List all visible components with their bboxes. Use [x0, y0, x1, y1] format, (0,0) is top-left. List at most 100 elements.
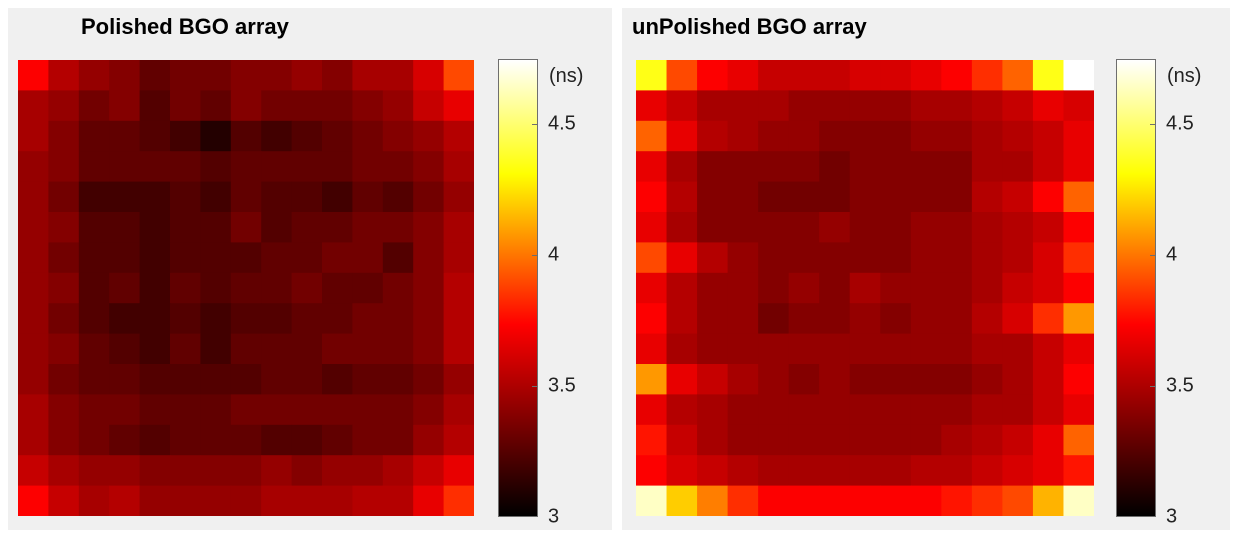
heatmap-cell: [139, 424, 171, 456]
heatmap-cell: [697, 120, 729, 152]
heatmap-cell: [666, 120, 698, 152]
heatmap-cell: [880, 303, 912, 335]
colorbar-tick-mark: [1150, 516, 1156, 517]
heatmap-cell: [849, 151, 881, 183]
heatmap-cell: [1063, 424, 1094, 456]
heatmap-cell: [139, 272, 171, 304]
heatmap-cell: [910, 485, 942, 516]
heatmap-cell: [971, 181, 1003, 213]
heatmap-cell: [727, 485, 759, 516]
heatmap-cell: [819, 120, 851, 152]
colorbar-tick-mark: [1150, 255, 1156, 257]
heatmap-cell: [109, 333, 141, 365]
heatmap-cell: [819, 272, 851, 304]
heatmap-cell: [200, 181, 232, 213]
heatmap-cell: [1002, 485, 1034, 516]
heatmap-cell: [849, 364, 881, 395]
polished-panel: Polished BGO array 3 3.5 4 4.5 (ns): [8, 8, 612, 530]
heatmap-cell: [1002, 90, 1034, 122]
heatmap-cell: [352, 90, 384, 122]
heatmap-cell: [443, 455, 474, 487]
heatmap-cell: [1063, 333, 1094, 365]
heatmap-cell: [697, 151, 729, 183]
heatmap-cell: [941, 364, 973, 395]
heatmap-cell: [78, 364, 110, 395]
heatmap-cell: [352, 485, 384, 516]
heatmap-cell: [697, 272, 729, 304]
heatmap-cell: [758, 333, 790, 365]
colorbar-tick-label: 3: [1166, 505, 1178, 528]
heatmap-cell: [48, 151, 80, 183]
heatmap-cell: [322, 151, 353, 183]
heatmap-cell: [291, 242, 323, 274]
heatmap-cell: [261, 120, 293, 152]
heatmap-cell: [261, 181, 293, 213]
heatmap-cell: [1002, 212, 1034, 243]
heatmap-cell: [727, 90, 759, 122]
heatmap-cell: [636, 303, 668, 335]
heatmap-cell: [413, 151, 445, 183]
heatmap-cell: [382, 424, 414, 456]
heatmap-cell: [697, 242, 729, 274]
heatmap-cell: [18, 212, 49, 243]
heatmap-cell: [758, 364, 790, 395]
heatmap-cell: [413, 303, 445, 335]
heatmap-cell: [727, 303, 759, 335]
heatmap-cell: [109, 364, 141, 395]
heatmap-cell: [666, 90, 698, 122]
heatmap-cell: [910, 272, 942, 304]
heatmap-cell: [170, 181, 201, 213]
heatmap-cell: [261, 394, 293, 426]
heatmap-cell: [261, 333, 293, 365]
heatmap-cell: [170, 151, 201, 183]
heatmap-cell: [109, 242, 141, 274]
heatmap-cell: [170, 212, 201, 243]
heatmap-cell: [758, 181, 790, 213]
heatmap-cell: [636, 60, 668, 91]
heatmap-cell: [48, 485, 80, 516]
heatmap-cell: [200, 333, 232, 365]
heatmap-cell: [1032, 364, 1065, 395]
heatmap-cell: [443, 424, 474, 456]
heatmap-cell: [291, 90, 323, 122]
heatmap-cell: [971, 303, 1003, 335]
heatmap-cell: [109, 394, 141, 426]
heatmap-cell: [352, 212, 384, 243]
heatmap-cell: [666, 364, 698, 395]
heatmap-cell: [413, 60, 445, 91]
heatmap-cell: [849, 212, 881, 243]
heatmap-cell: [727, 364, 759, 395]
heatmap-cell: [697, 394, 729, 426]
heatmap-cell: [230, 151, 262, 183]
heatmap-cell: [200, 120, 232, 152]
heatmap-cell: [261, 90, 293, 122]
heatmap-cell: [697, 455, 729, 487]
heatmap-cell: [788, 424, 820, 456]
heatmap-cell: [788, 364, 820, 395]
heatmap-cell: [971, 394, 1003, 426]
heatmap-cell: [758, 212, 790, 243]
heatmap-cell: [413, 485, 445, 516]
heatmap-cell: [170, 303, 201, 335]
colorbar-tick-mark: [1150, 386, 1156, 388]
heatmap-cell: [727, 60, 759, 91]
chart-title: unPolished BGO array: [632, 14, 867, 39]
heatmap-cell: [139, 120, 171, 152]
heatmap-cell: [849, 120, 881, 152]
heatmap-cell: [48, 424, 80, 456]
heatmap-cell: [819, 485, 851, 516]
heatmap-cell: [788, 333, 820, 365]
heatmap-cell: [1032, 424, 1065, 456]
heatmap-cell: [880, 90, 912, 122]
heatmap-cell: [48, 303, 80, 335]
heatmap-cell: [18, 394, 49, 426]
heatmap-cell: [788, 272, 820, 304]
heatmap-cell: [758, 151, 790, 183]
heatmap-cell: [910, 120, 942, 152]
heatmap-cell: [666, 151, 698, 183]
colorbar-tick-mark: [532, 124, 538, 126]
heatmap-cell: [1002, 151, 1034, 183]
heatmap-cell: [413, 181, 445, 213]
heatmap-cell: [170, 485, 201, 516]
heatmap-cell: [971, 212, 1003, 243]
